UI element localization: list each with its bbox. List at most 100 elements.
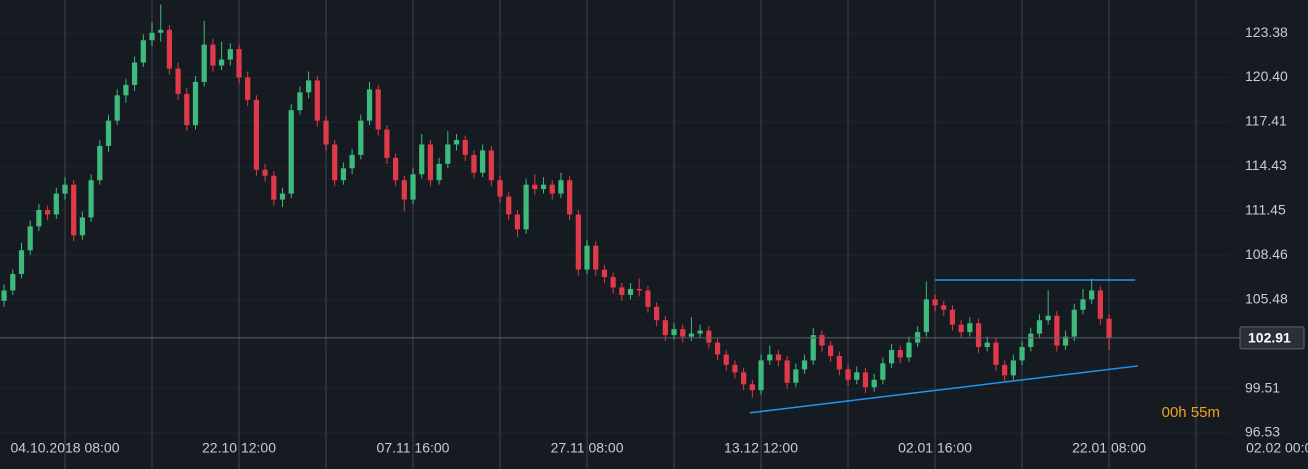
candle-body: [610, 277, 616, 288]
plot-area: [0, 4, 1240, 414]
candle-body: [671, 329, 677, 336]
candle-body: [18, 250, 25, 275]
y-tick-label: 111.45: [1245, 201, 1286, 217]
candle-body: [741, 372, 747, 385]
candle-body: [480, 150, 486, 173]
candle-body: [906, 342, 912, 358]
candle-body: [949, 309, 956, 325]
candle-body: [1080, 299, 1086, 310]
candle-body: [79, 217, 86, 236]
x-tick-label: 04.10.2018 08:00: [10, 440, 119, 456]
candle-body: [854, 372, 860, 380]
candle-body: [366, 89, 373, 121]
candle-body: [462, 140, 468, 155]
candle-body: [192, 81, 199, 126]
candle-body: [523, 184, 529, 230]
candle-body: [245, 77, 251, 100]
candle-body: [488, 150, 494, 181]
axis: 96.5399.51102.50105.48108.46111.45114.43…: [10, 24, 1308, 456]
candle-body: [36, 210, 42, 227]
candle-body: [654, 306, 660, 321]
y-tick-label: 114.43: [1245, 157, 1287, 173]
x-tick-label: 13.12 12:00: [724, 440, 798, 456]
y-tick-label: 117.41: [1245, 113, 1287, 129]
y-tick-label: 99.51: [1245, 379, 1280, 395]
candle-body: [105, 120, 112, 146]
candle-body: [340, 168, 347, 181]
candle-body: [1097, 290, 1103, 319]
candle-body: [558, 180, 564, 194]
candle-body: [958, 324, 964, 333]
candle-body: [532, 184, 538, 190]
candle-body: [810, 335, 816, 361]
candle-body: [732, 364, 738, 373]
candle-body: [419, 144, 425, 175]
candle-body: [697, 330, 703, 334]
candle-body: [271, 175, 277, 200]
candle-body: [862, 372, 869, 388]
trendline: [749, 365, 1138, 414]
candle-body: [114, 95, 120, 121]
candle-body: [27, 226, 33, 251]
candle-body: [941, 305, 947, 310]
x-tick-label: 02.01 16:00: [898, 440, 972, 456]
candle-body: [714, 342, 721, 355]
candle-body: [349, 154, 355, 169]
candle-body: [784, 360, 790, 383]
countdown: 00h 55m: [1162, 404, 1220, 421]
candle-body: [680, 329, 686, 337]
candle-body: [1089, 290, 1095, 300]
candle-body: [993, 342, 999, 365]
candle-body: [305, 80, 312, 93]
candle-body: [323, 120, 329, 145]
candle-body: [375, 89, 381, 130]
candle-body: [184, 93, 190, 126]
candle-body: [123, 84, 129, 96]
candle-body: [888, 350, 895, 364]
candle-body: [149, 32, 155, 41]
candle-body: [723, 354, 729, 365]
candle-body: [749, 384, 755, 391]
candle-body: [836, 355, 842, 370]
candle-body: [1054, 315, 1060, 346]
grid: [0, 0, 1230, 469]
candle-body: [53, 193, 59, 215]
candle-body: [401, 180, 407, 200]
candle-body: [767, 354, 773, 361]
candle-body: [332, 144, 338, 181]
x-tick-label: 22.01 08:00: [1072, 440, 1146, 456]
candle-body: [175, 68, 181, 94]
candle-body: [253, 99, 260, 170]
candle-body: [506, 196, 512, 215]
candle-body: [1002, 364, 1008, 376]
candle-body: [218, 59, 225, 66]
candle-body: [593, 245, 599, 270]
candle-body: [210, 44, 216, 66]
candle-body: [627, 288, 634, 295]
candle-body: [775, 354, 782, 361]
y-tick-label: 105.48: [1245, 290, 1288, 306]
y-tick-label: 123.38: [1245, 24, 1288, 40]
candle-body: [567, 180, 573, 215]
candle-body: [166, 29, 173, 69]
candle-body: [584, 245, 590, 270]
candle-body: [158, 29, 164, 33]
candle-body: [279, 193, 286, 200]
candle-body: [636, 288, 642, 291]
candle-body: [453, 140, 460, 145]
candle-body: [549, 184, 555, 194]
candle-body: [1062, 336, 1069, 346]
candle-body: [262, 169, 268, 176]
candle-body: [497, 180, 503, 197]
candle-body: [10, 274, 16, 291]
price-label: 102.91: [1248, 330, 1291, 346]
candle-body: [758, 360, 764, 391]
candle-body: [201, 44, 207, 82]
candle-body: [1106, 318, 1112, 338]
candle-body: [984, 342, 990, 348]
candle-body: [1071, 309, 1077, 337]
candle-body: [227, 49, 233, 60]
candle-body: [140, 40, 146, 63]
